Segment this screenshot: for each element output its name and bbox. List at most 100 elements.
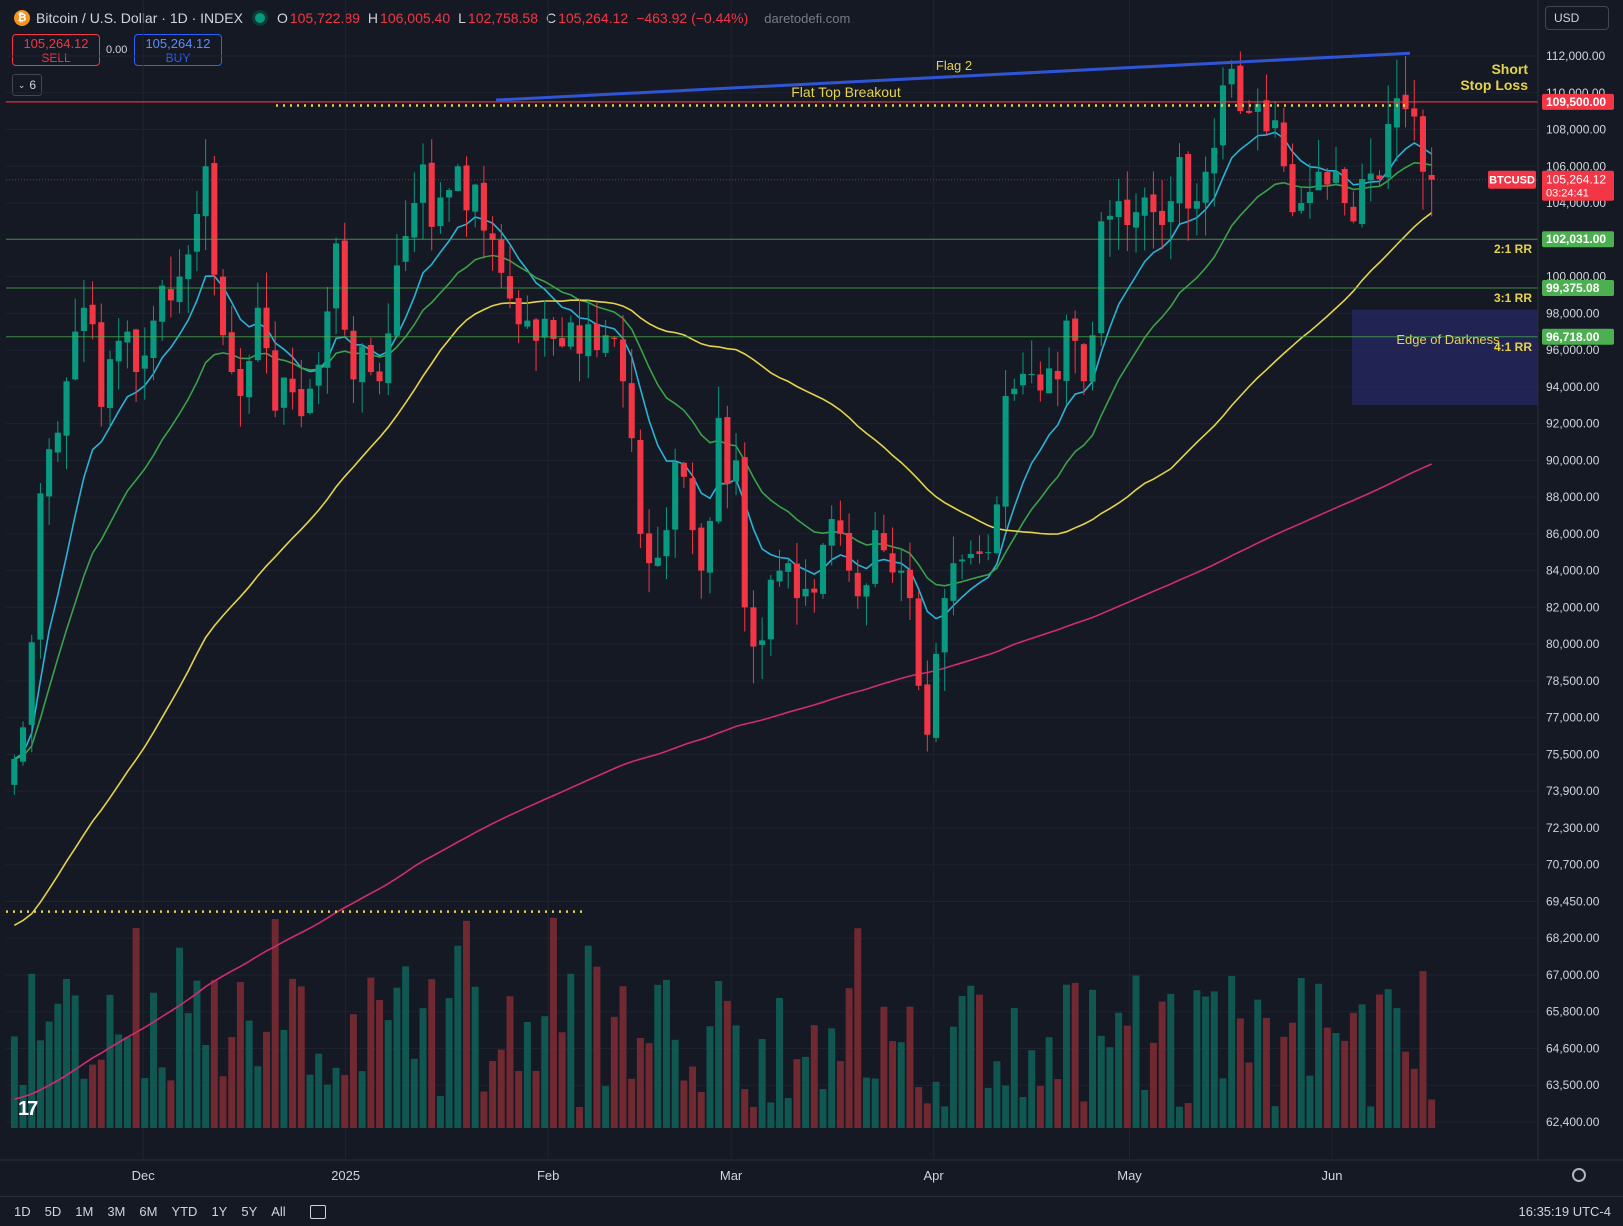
change-value: −463.92 (−0.44%)	[636, 10, 749, 26]
candle-body	[1263, 100, 1270, 132]
range-1y[interactable]: 1Y	[211, 1204, 228, 1219]
volume-bar	[732, 1025, 740, 1128]
range-ytd[interactable]: YTD	[171, 1204, 198, 1219]
annotation-label: Stop Loss	[1460, 77, 1528, 93]
volume-bar	[1332, 1033, 1340, 1128]
candle-body	[759, 640, 766, 645]
volume-bar	[19, 1085, 27, 1128]
price-axis-label: 68,200.00	[1546, 931, 1600, 945]
candle-body	[89, 304, 96, 325]
calendar-icon[interactable]	[309, 1204, 326, 1219]
volume-bar	[341, 1075, 349, 1128]
annotation-label: Short	[1491, 61, 1528, 77]
range-6m[interactable]: 6M	[139, 1204, 158, 1219]
buy-button[interactable]: 105,264.12 BUY	[134, 34, 222, 66]
range-1m[interactable]: 1M	[75, 1204, 94, 1219]
volume-bar	[393, 987, 401, 1128]
candle-body	[698, 527, 705, 571]
level-badge	[1542, 231, 1614, 248]
candle-body	[1246, 110, 1253, 113]
symbol-title[interactable]: Bitcoin / U.S. Dollar · 1D · INDEX	[36, 10, 243, 26]
candle-body	[1350, 206, 1357, 222]
volume-bar	[1410, 1068, 1418, 1128]
candle-body	[350, 330, 357, 380]
volume-bar	[1280, 1036, 1288, 1128]
candle-body	[1063, 320, 1070, 381]
annotation-label: Flat Top Breakout	[791, 84, 901, 100]
candle-body	[1228, 68, 1235, 85]
volume-bar	[306, 1074, 314, 1128]
candle-body	[1159, 210, 1166, 226]
price-chart[interactable]: 2:1 RR 3:1 RR 4:1 RR BTCUSD Flag 2 Flat Top B…	[0, 0, 1623, 1196]
volume-bar	[428, 979, 436, 1128]
price-axis-label: 108,000.00	[1546, 123, 1606, 137]
candle-body	[333, 243, 340, 309]
candle-body	[628, 383, 635, 439]
volume-bar	[1341, 1040, 1349, 1128]
candle-body	[924, 684, 931, 735]
volume-bar	[28, 973, 36, 1128]
candle-body	[46, 449, 53, 497]
candle-body	[280, 377, 287, 408]
candle-body	[1219, 85, 1227, 146]
high-label: H	[367, 10, 379, 26]
gear-icon[interactable]	[1572, 1168, 1586, 1182]
candle-body	[1280, 122, 1287, 167]
volume-bar	[176, 947, 184, 1128]
candle-body	[932, 653, 940, 738]
watermark-site: daretodefi.com	[764, 10, 851, 26]
close-value: 105,264.12	[558, 10, 629, 26]
time-axis[interactable]: Dec 2025 Feb Mar Apr May Jun	[0, 1159, 1623, 1183]
volume-bar	[376, 1000, 384, 1128]
volume-bar	[141, 1078, 149, 1128]
currency-selector[interactable]: USD	[1545, 6, 1609, 30]
level-value: 102,031.00	[1546, 232, 1606, 246]
candle-body	[680, 462, 687, 477]
candle-body	[1289, 164, 1296, 213]
sell-button[interactable]: 105,264.12 SELL	[12, 34, 100, 66]
candle-body	[1237, 65, 1244, 112]
sell-label: SELL	[41, 51, 71, 65]
volume-bar	[202, 1044, 210, 1128]
level-value: 96,718.00	[1546, 330, 1600, 344]
range-5y[interactable]: 5Y	[241, 1204, 258, 1219]
candle-body	[1072, 318, 1079, 341]
price-axis-label: 84,000.00	[1546, 564, 1600, 578]
candle-body	[724, 417, 731, 485]
flag-line	[495, 51, 1411, 102]
candle-body	[689, 478, 696, 531]
volume-bar	[480, 1091, 488, 1128]
price-axis[interactable]: 112,000.00110,000.00108,000.00106,000.00…	[1537, 0, 1614, 1160]
volume-bar	[549, 917, 557, 1128]
candle-body	[141, 355, 148, 369]
volume-bar	[854, 928, 862, 1128]
volume-bar	[1193, 990, 1201, 1128]
volume-bar	[1236, 1018, 1244, 1128]
range-3m[interactable]: 3M	[107, 1204, 126, 1219]
range-5d[interactable]: 5D	[44, 1204, 62, 1219]
volume-bar	[541, 1016, 549, 1128]
range-1d[interactable]: 1D	[14, 1204, 31, 1219]
volume-bar	[123, 1037, 131, 1128]
volume-bar	[515, 1071, 523, 1128]
candle-body	[585, 324, 592, 357]
level-badge	[1542, 279, 1614, 296]
candle-body	[1272, 120, 1279, 129]
time-axis-label: 2025	[331, 1168, 360, 1183]
indicator-toggle[interactable]: ⌄ 6	[12, 74, 42, 96]
clock[interactable]: 16:35:19 UTC-4	[1518, 1204, 1612, 1219]
bitcoin-icon: ₿	[14, 10, 30, 26]
volume-bar	[889, 1041, 897, 1128]
indicator-count: 6	[29, 78, 37, 92]
price-axis-label: 67,000.00	[1546, 968, 1600, 982]
level-badge	[1542, 328, 1614, 345]
candle-body	[506, 276, 514, 299]
volume-bar	[280, 1029, 288, 1128]
volume-bar	[784, 1098, 792, 1128]
candle-body	[828, 519, 835, 546]
time-axis-label: Jun	[1322, 1168, 1343, 1183]
volume-bar	[610, 1016, 618, 1128]
candle-body	[767, 579, 774, 640]
low-value: 102,758.58	[467, 10, 538, 26]
range-all[interactable]: All	[271, 1204, 286, 1219]
